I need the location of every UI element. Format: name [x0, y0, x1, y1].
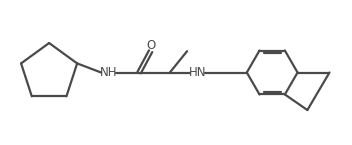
Text: HN: HN — [189, 66, 206, 79]
Text: O: O — [146, 39, 155, 52]
Text: NH: NH — [100, 66, 117, 79]
